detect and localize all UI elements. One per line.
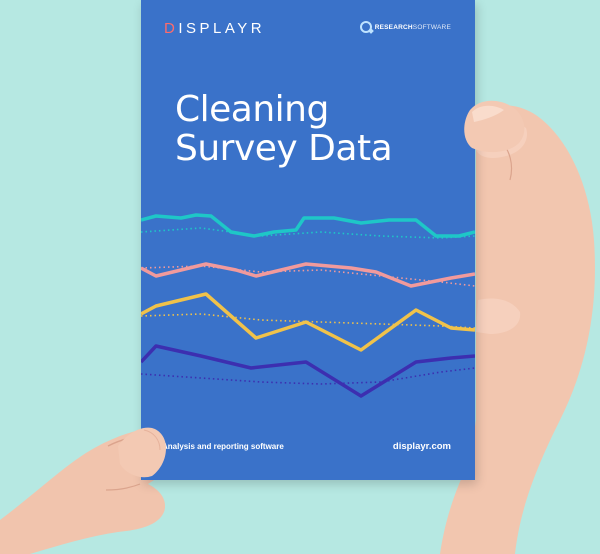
teal-dotted-line bbox=[141, 227, 475, 239]
indigo-line bbox=[141, 344, 475, 398]
brochure-cover: DISPLAYR RESEARCHSOFTWARE Cleaning Surve… bbox=[141, 0, 475, 480]
cover-website: displayr.com bbox=[392, 441, 451, 452]
decorative-line-graphic bbox=[141, 213, 475, 398]
displayr-logo: DISPLAYR bbox=[164, 20, 266, 37]
title-line-1: Cleaning bbox=[175, 89, 329, 130]
research-software-wordmark: RESEARCHSOFTWARE bbox=[374, 23, 451, 31]
cover-title: Cleaning Survey Data bbox=[175, 89, 393, 169]
magnifier-q-icon bbox=[359, 21, 372, 33]
research-software-logo: RESEARCHSOFTWARE bbox=[359, 21, 451, 33]
yellow-dotted-line bbox=[141, 313, 475, 329]
teal-line bbox=[141, 213, 475, 238]
pink-line bbox=[141, 262, 475, 288]
indigo-dotted-line bbox=[141, 367, 475, 385]
title-line-2: Survey Data bbox=[175, 128, 393, 169]
pink-dotted-line bbox=[141, 265, 475, 287]
cover-tagline: Analysis and reporting software bbox=[162, 442, 284, 451]
yellow-line bbox=[141, 292, 475, 352]
